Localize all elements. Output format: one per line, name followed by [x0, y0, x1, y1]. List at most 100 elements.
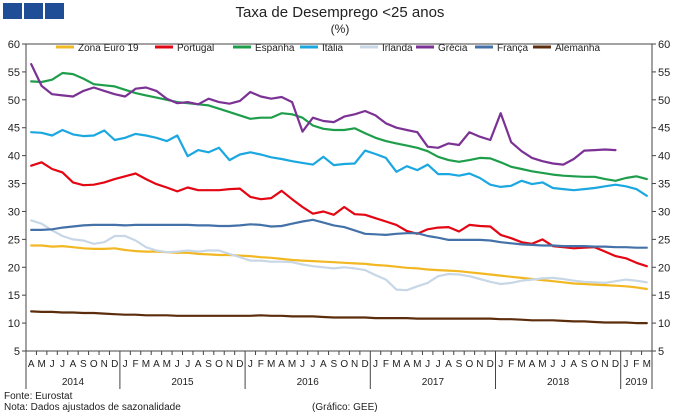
legend-label: Zona Euro 19: [78, 43, 139, 54]
plot-frame: [25, 43, 653, 352]
month-label: J: [300, 359, 305, 370]
month-label: J: [436, 359, 441, 370]
month-label: N: [476, 359, 483, 370]
month-label: M: [517, 359, 525, 370]
y-tick-label-right: 25: [658, 234, 670, 246]
month-label: N: [601, 359, 608, 370]
month-label: A: [28, 359, 35, 370]
month-label: F: [132, 359, 138, 370]
series-line-4: [30, 219, 648, 292]
month-label: D: [111, 359, 118, 370]
month-label: O: [466, 359, 474, 370]
month-label: M: [37, 359, 45, 370]
y-tick-label-left: 15: [8, 290, 20, 302]
month-label: M: [413, 359, 421, 370]
y-tick-label-left: 50: [8, 95, 20, 107]
month-label: D: [612, 359, 619, 370]
month-label: J: [310, 359, 315, 370]
month-label: A: [529, 359, 536, 370]
year-label: 2015: [171, 377, 194, 388]
month-label: J: [498, 359, 503, 370]
month-label: D: [361, 359, 368, 370]
y-tick-label-left: 45: [8, 123, 20, 135]
month-label: J: [185, 359, 190, 370]
month-label: M: [163, 359, 171, 370]
y-tick-label-left: 35: [8, 179, 20, 191]
month-label: A: [320, 359, 327, 370]
month-label: A: [153, 359, 160, 370]
month-label: M: [538, 359, 546, 370]
month-label: A: [570, 359, 577, 370]
year-label: 2018: [547, 377, 570, 388]
y-tick-label-left: 10: [8, 318, 20, 330]
footer-credit: (Gráfico: GEE): [312, 402, 378, 413]
month-label: M: [643, 359, 651, 370]
year-label: 2016: [297, 377, 320, 388]
month-label: A: [278, 359, 285, 370]
month-label: F: [258, 359, 264, 370]
legend-label: França: [497, 43, 529, 54]
month-label: S: [205, 359, 212, 370]
y-tick-label-left: 55: [8, 67, 20, 79]
month-label: J: [373, 359, 378, 370]
month-label: D: [487, 359, 494, 370]
month-label: S: [456, 359, 463, 370]
chart-title: Taxa de Desemprego <25 anos: [235, 4, 445, 21]
month-label: M: [392, 359, 400, 370]
legend-label: Alemanha: [555, 43, 600, 54]
month-label: J: [123, 359, 128, 370]
y-tick-label-left: 25: [8, 234, 20, 246]
y-tick-label-right: 50: [658, 95, 670, 107]
series-line-0: [30, 244, 648, 291]
month-label: J: [425, 359, 430, 370]
month-label: A: [195, 359, 202, 370]
legend-label: Grécia: [438, 43, 468, 54]
y-tick-label-left: 20: [8, 262, 20, 274]
month-label: O: [340, 359, 348, 370]
legend-label: Irlanda: [382, 43, 413, 54]
y-tick-label-right: 30: [658, 206, 670, 218]
chart-subtitle: (%): [330, 22, 350, 36]
legend-label: Portugal: [177, 43, 214, 54]
year-label: 2019: [625, 377, 648, 388]
month-label: A: [445, 359, 452, 370]
month-label: S: [581, 359, 588, 370]
month-label: M: [288, 359, 296, 370]
month-label: N: [351, 359, 358, 370]
month-label: J: [248, 359, 253, 370]
legend: Zona Euro 19 Portugal Espanha Itália Irlanda…: [56, 43, 600, 54]
month-label: N: [226, 359, 233, 370]
month-label: O: [591, 359, 599, 370]
month-label: J: [175, 359, 180, 370]
y-tick-label-right: 10: [658, 318, 670, 330]
footer-source: Fonte: Eurostat: [4, 391, 73, 402]
series-line-5: [30, 62, 617, 166]
y-tick-label-right: 15: [658, 290, 670, 302]
month-label: J: [60, 359, 65, 370]
y-tick-label-right: 5: [658, 346, 664, 358]
series-line-6: [30, 218, 648, 249]
y-tick-label-right: 45: [658, 123, 670, 135]
month-label: F: [383, 359, 389, 370]
series-layer: [30, 62, 648, 325]
series-line-1: [30, 161, 648, 268]
month-label: J: [561, 359, 566, 370]
y-tick-label-left: 5: [14, 346, 20, 358]
year-label: 2017: [422, 377, 445, 388]
month-label: M: [267, 359, 275, 370]
month-label: J: [623, 359, 628, 370]
month-label: J: [50, 359, 55, 370]
month-label: J: [550, 359, 555, 370]
month-label: D: [236, 359, 243, 370]
plot-border: [25, 43, 653, 352]
year-label: 2014: [62, 377, 85, 388]
month-label: F: [633, 359, 639, 370]
y-tick-label-right: 40: [658, 151, 670, 163]
series-line-7: [30, 310, 648, 325]
y-tick-label-left: 60: [8, 39, 20, 51]
footer-note: Nota: Dados ajustados de sazonalidade: [4, 402, 181, 413]
month-label: S: [330, 359, 337, 370]
month-label: O: [215, 359, 223, 370]
